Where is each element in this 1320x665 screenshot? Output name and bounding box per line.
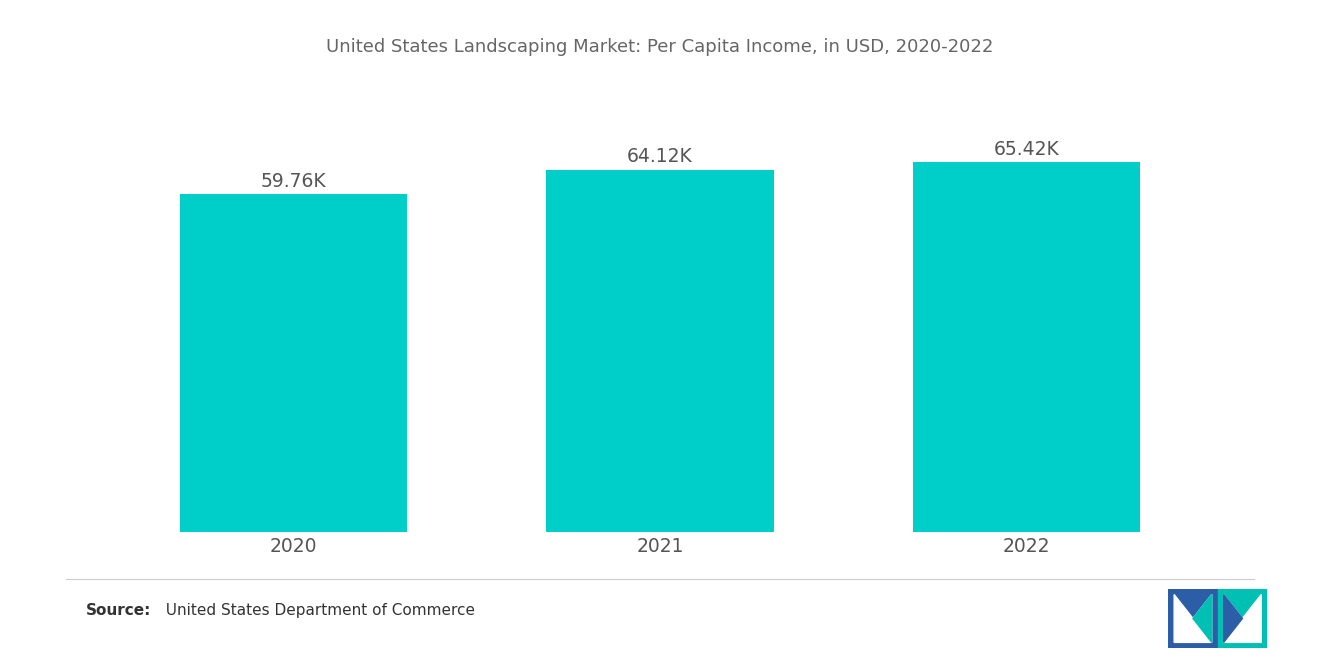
Polygon shape [1175,595,1212,642]
Text: United States Department of Commerce: United States Department of Commerce [156,603,475,618]
Polygon shape [1224,595,1242,642]
Title: United States Landscaping Market: Per Capita Income, in USD, 2020-2022: United States Landscaping Market: Per Ca… [326,38,994,56]
Bar [181,194,408,532]
Bar [912,162,1139,532]
Text: Source:: Source: [86,603,152,618]
Polygon shape [1168,589,1217,648]
Text: 64.12K: 64.12K [627,147,693,166]
Bar [546,170,774,532]
Polygon shape [1224,595,1262,642]
Text: 59.76K: 59.76K [261,172,326,191]
Text: 65.42K: 65.42K [994,140,1059,159]
Polygon shape [1217,589,1267,648]
Polygon shape [1193,595,1212,642]
